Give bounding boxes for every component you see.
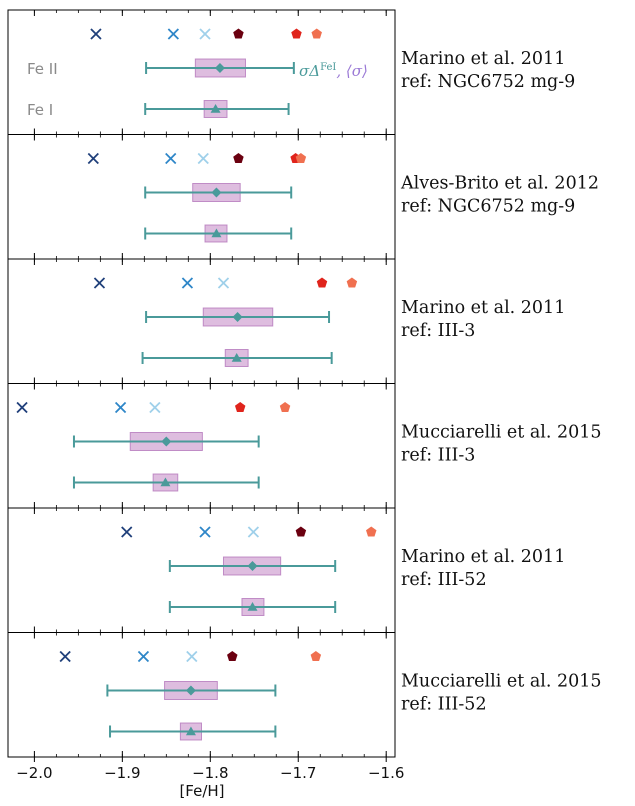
fe2-mean-point [247, 561, 258, 571]
cross-point [186, 650, 198, 663]
panel-2: Alves-Brito et al. 2012 ref: NGC6752 mg-9 [7, 134, 599, 260]
pentagon-point [295, 153, 307, 163]
fe1-mean-point [185, 726, 196, 736]
panel-frame [7, 632, 396, 758]
fe2-mean-point [185, 685, 196, 696]
pentagon-point [227, 651, 238, 661]
cross-point [93, 277, 106, 289]
pentagon-point [295, 526, 307, 537]
fe2-mean-point [214, 63, 225, 73]
cross-point [199, 28, 211, 40]
cross-point [137, 650, 150, 663]
cross-point [197, 152, 209, 165]
legend-sigma-main: σΔ [299, 62, 320, 80]
fe2-mean-point [232, 312, 243, 322]
panel-5: Marino et al. 2011 ref: III-52 [7, 507, 565, 633]
pentagon-point [291, 28, 302, 39]
panel-3: Marino et al. 2011 ref: III-3 [7, 258, 565, 384]
pentagon-point [310, 651, 322, 661]
panel-frame [7, 507, 396, 633]
legend-sigma: σΔFeI, ⟨σ⟩ [299, 62, 368, 80]
panel-label-reference: ref: III-52 [401, 695, 487, 715]
pentagon-point [233, 28, 244, 39]
cross-point [90, 28, 102, 40]
cross-point [181, 277, 194, 289]
cross-point [114, 401, 127, 414]
panel-label-reference: ref: III-3 [401, 321, 475, 341]
panel-6: Mucciarelli et al. 2015 ref: III-52 [7, 632, 602, 758]
legend-sigma-tail: , ⟨σ⟩ [336, 62, 367, 80]
panel-label-study: Mucciarelli et al. 2015 [401, 672, 602, 692]
fe1-mean-point [247, 602, 258, 611]
x-tick-label: −1.6 [368, 764, 404, 782]
panel-label-reference: ref: III-52 [401, 570, 487, 590]
fe1-mean-point [160, 477, 171, 487]
pentagon-point [346, 277, 358, 288]
legend-fe2: Fe II [27, 60, 58, 78]
fe1-mean-point [210, 104, 221, 113]
cross-point [16, 401, 28, 414]
cross-point [247, 526, 260, 538]
cross-point [121, 526, 133, 538]
x-tick-label: −1.9 [104, 764, 140, 782]
x-tick-label: −2.0 [16, 764, 52, 782]
panel-label-study: Marino et al. 2011 [401, 49, 565, 69]
cross-point [217, 277, 230, 289]
cross-point [87, 152, 99, 165]
x-axis: −2.0 −1.9 −1.8 −1.7 −1.6 [16, 757, 404, 782]
pentagon-point [233, 153, 244, 163]
x-axis-label: [Fe/H] [179, 782, 224, 800]
panels-layer: Marino et al. 2011 ref: NGC6752 mg-9 Fe II… [7, 9, 602, 758]
cross-point [199, 526, 211, 538]
pentagon-point [279, 402, 291, 412]
panel-label-reference: ref: NGC6752 mg-9 [401, 72, 575, 92]
x-tick-label: −1.8 [192, 764, 228, 782]
panel-label-study: Marino et al. 2011 [401, 547, 565, 567]
cross-point [165, 152, 177, 165]
panel-4: Mucciarelli et al. 2015 ref: III-3 [7, 383, 602, 509]
panel-label-study: Mucciarelli et al. 2015 [401, 423, 602, 443]
panel-label-reference: ref: NGC6752 mg-9 [401, 197, 575, 217]
x-tick-label: −1.7 [280, 764, 316, 782]
fe1-mean-point [211, 228, 222, 238]
panel-frame [7, 258, 396, 384]
fe2-mean-point [211, 187, 222, 198]
pentagon-point [311, 28, 322, 39]
fe2-mean-point [161, 436, 172, 447]
cross-point [149, 401, 161, 414]
pentagon-point [316, 277, 328, 288]
panel-label-study: Marino et al. 2011 [401, 298, 565, 318]
cross-point [59, 650, 71, 663]
panel-label-reference: ref: III-3 [401, 446, 475, 466]
cross-point [167, 28, 179, 40]
pentagon-point [366, 526, 377, 537]
pentagon-point [234, 402, 246, 412]
legend-sigma-sup: FeI [320, 62, 336, 73]
panel-label-study: Alves-Brito et al. 2012 [400, 174, 599, 194]
legend-fe1: Fe I [27, 101, 53, 119]
fe1-mean-point [231, 353, 242, 362]
panel-1: Marino et al. 2011 ref: NGC6752 mg-9 Fe II… [7, 9, 575, 135]
